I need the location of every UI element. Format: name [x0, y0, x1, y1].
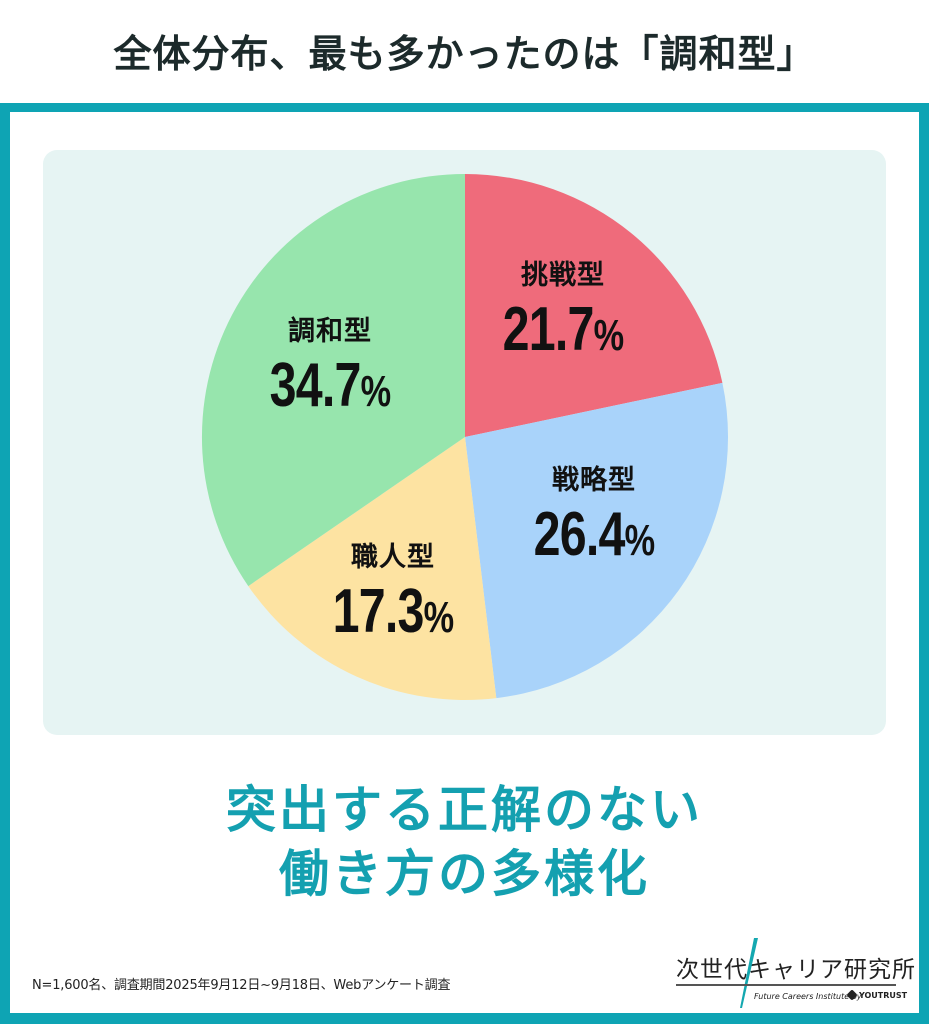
logo-brand: YOUTRUST — [846, 989, 907, 1001]
slice-value: 17.3% — [332, 577, 455, 646]
pie-slice-strategy — [465, 382, 729, 699]
slice-value: 26.4% — [533, 500, 656, 569]
headline-line-2: 働き方の多様化 — [279, 845, 650, 903]
slice-name: 戦略型 — [551, 465, 636, 496]
youtrust-mark-icon — [846, 989, 858, 1001]
slice-label-craftsman: 職人型 17.3% — [316, 544, 471, 643]
slice-label-challenge: 挑戦型 21.7% — [486, 262, 641, 361]
logo-subtitle: Future Careers Institute by — [754, 992, 862, 1001]
slice-value: 34.7% — [269, 351, 392, 420]
header: 全体分布、最も多かったのは「調和型」 — [0, 0, 929, 103]
logo-divider — [676, 984, 896, 986]
slice-name: 調和型 — [287, 316, 372, 347]
slice-label-strategy: 戦略型 26.4% — [517, 467, 672, 566]
page-title: 全体分布、最も多かったのは「調和型」 — [113, 32, 816, 76]
logo-slash-icon — [740, 938, 758, 1008]
headline: 突出する正解のない 働き方の多様化 — [0, 778, 929, 906]
pie-slice-harmony — [201, 174, 465, 587]
slice-value: 21.7% — [502, 295, 625, 364]
survey-footnote: N=1,600名、調査期間2025年9月12日~9月18日、Webアンケート調査 — [32, 978, 451, 993]
slice-name: 挑戦型 — [520, 260, 605, 291]
pie-slice-craftsman — [248, 437, 497, 700]
slice-name: 職人型 — [350, 542, 435, 573]
logo-main-text: 次世代キャリア研究所 — [676, 957, 916, 983]
headline-line-1: 突出する正解のない — [226, 781, 703, 839]
slice-label-harmony: 調和型 34.7% — [253, 318, 408, 417]
pie-slice-challenge — [465, 174, 723, 437]
logo: 次世代キャリア研究所 Future Careers Institute by Y… — [676, 938, 915, 1010]
